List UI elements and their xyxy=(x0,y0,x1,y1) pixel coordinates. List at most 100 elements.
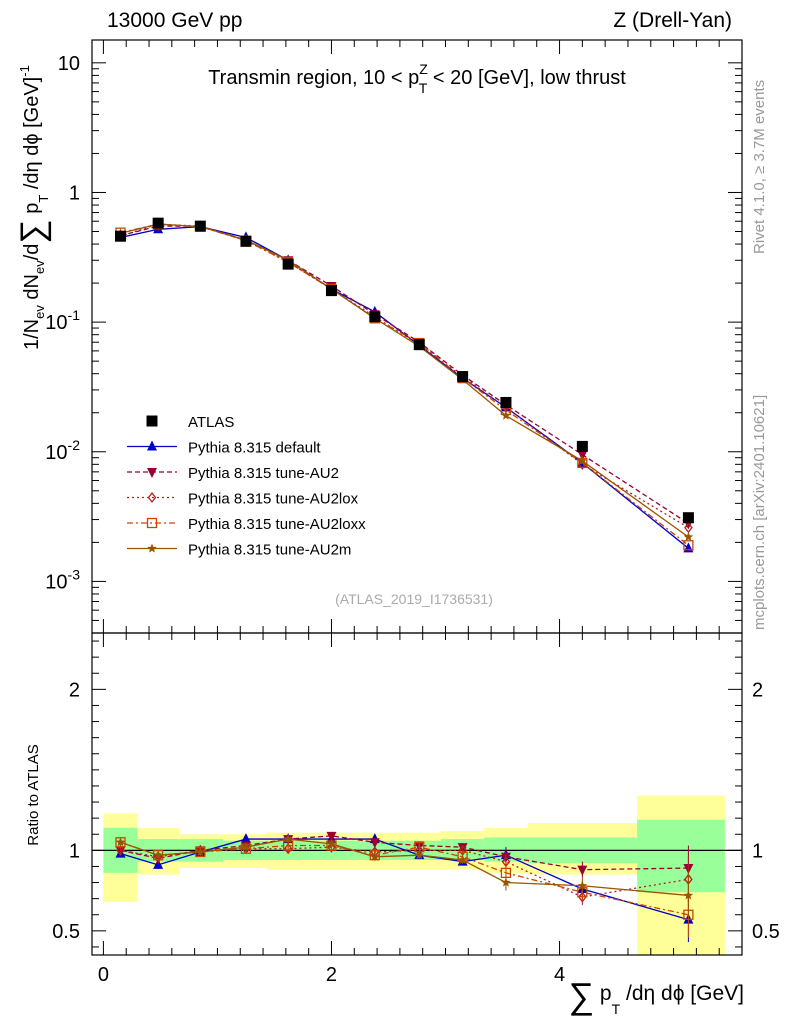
ratio-point xyxy=(414,850,424,860)
ylabel-p4: p xyxy=(21,203,43,220)
ratio-point xyxy=(240,833,251,844)
xtick-label: 2 xyxy=(326,964,337,986)
main-series-line xyxy=(120,223,689,529)
legend-marker-3 xyxy=(147,491,157,504)
xtick-label: 0 xyxy=(98,964,109,986)
ylabel-s1: ev xyxy=(32,305,47,319)
ratio-point xyxy=(370,851,380,861)
ratio-point xyxy=(369,838,380,849)
main-point xyxy=(194,220,206,232)
legend-marker-0 xyxy=(146,415,158,427)
legend-label-3: Pythia 8.315 tune-AU2lox xyxy=(188,491,359,508)
ratio-point xyxy=(501,877,511,887)
ratio-point xyxy=(283,834,293,844)
legend-label-0: ATLAS xyxy=(188,414,234,431)
xtick-label: 4 xyxy=(554,964,565,986)
main-point xyxy=(682,512,694,524)
ratio-panel-frame xyxy=(91,632,743,956)
ratio-point xyxy=(577,865,588,876)
main-ytick-label: 1 xyxy=(69,182,80,204)
main-point xyxy=(115,230,127,242)
ratio-uncertainty-bands xyxy=(103,795,725,955)
ratio-ytick-label-right: 1 xyxy=(752,840,763,862)
ratio-point xyxy=(153,850,163,860)
main-point xyxy=(500,396,512,408)
ylabel-exp: -1 xyxy=(17,65,32,77)
xlabel-p: p xyxy=(594,982,612,1005)
main-series-3 xyxy=(116,218,693,534)
main-ytick-label: 10-3 xyxy=(45,566,80,593)
ratio-point xyxy=(195,847,206,856)
main-series-line xyxy=(120,223,689,538)
legend-marker-2 xyxy=(147,468,157,478)
xlabel-rest: /dη dϕ [GeV] xyxy=(620,982,744,1005)
ylabel-p1: 1/N xyxy=(21,319,43,350)
ratio-ytick-label: 2 xyxy=(69,679,80,701)
main-point xyxy=(683,542,694,553)
band-stat-11 xyxy=(637,819,725,893)
main-point xyxy=(457,371,469,383)
main-title: Transmin region, 10 < pZ T < 20 [GeV], lo… xyxy=(208,61,626,96)
ratio-y-label: Ratio to ATLAS xyxy=(25,744,42,845)
xlabel-sub: T xyxy=(612,1001,621,1017)
mcplots-label: mcplots.cern.ch [arXiv:2401.10621] xyxy=(751,395,768,630)
ratio-point xyxy=(683,890,694,900)
ylabel-p2: dN xyxy=(21,274,43,305)
ratio-x-axis: 0 2 4 xyxy=(98,633,720,986)
analysis-reference-label: (ATLAS_2019_I1736531) xyxy=(335,591,493,607)
main-title-post: < 20 [GeV], low thrust xyxy=(427,67,626,89)
main-point xyxy=(683,540,694,551)
main-point xyxy=(576,440,588,452)
ratio-series-line xyxy=(120,838,689,897)
ratio-series-line xyxy=(120,835,689,871)
main-y-axis: 10-3 10-2 10-1 1 10 xyxy=(45,53,742,634)
main-ytick-label: 10 xyxy=(58,53,80,75)
ratio-point xyxy=(115,837,126,847)
main-point xyxy=(577,455,588,465)
ylabel-s4: T xyxy=(36,195,51,203)
x-axis-label: ∑ pT /dη dϕ [GeV] xyxy=(568,975,744,1017)
legend-label-2: Pythia 8.315 tune-AU2 xyxy=(188,465,339,482)
ratio-point xyxy=(577,880,588,890)
main-point xyxy=(152,217,164,229)
ratio-ytick-label: 1 xyxy=(69,840,80,862)
legend-marker-5 xyxy=(147,543,157,553)
legend: ATLAS Pythia 8.315 default Pythia 8.315 tu… xyxy=(127,414,366,559)
ratio-point xyxy=(578,891,587,903)
main-point xyxy=(683,532,694,542)
ylabel-p3: /d xyxy=(21,244,43,261)
main-series-0 xyxy=(115,217,694,524)
ratio-series-group xyxy=(115,831,694,943)
main-point xyxy=(413,339,425,351)
ratio-ytick-label-right: 2 xyxy=(752,679,763,701)
main-ytick-label: 10-1 xyxy=(45,307,80,334)
main-point xyxy=(577,450,588,461)
ratio-point xyxy=(326,838,337,848)
ylabel-sum: ∑ xyxy=(14,219,52,243)
header-left-label: 13000 GeV pp xyxy=(107,9,242,32)
legend-label-4: Pythia 8.315 tune-AU2loxx xyxy=(188,516,366,533)
ratio-ytick-label-right: 0.5 xyxy=(752,921,780,943)
main-point xyxy=(282,258,294,270)
ratio-point xyxy=(241,842,251,852)
ratio-y-axis: 0.5 0.5 1 1 2 2 xyxy=(52,640,780,948)
main-ytick-label: 10-2 xyxy=(45,437,80,464)
main-point xyxy=(501,410,511,420)
ratio-ytick-label: 0.5 xyxy=(52,921,80,943)
header-right-label: Z (Drell-Yan) xyxy=(613,9,732,32)
ratio-point xyxy=(457,855,468,865)
main-title-sub: T xyxy=(419,80,428,96)
main-point xyxy=(325,285,337,297)
ratio-point xyxy=(116,844,125,856)
main-x-axis xyxy=(102,40,720,633)
ylabel-p5: /dη dϕ [GeV] xyxy=(21,77,43,195)
main-y-label: 1/Nev dNev/d∑ pT /dη dϕ [GeV]-1 xyxy=(14,65,52,350)
legend-marker-1 xyxy=(147,440,157,451)
main-point xyxy=(240,235,252,247)
legend-marker-4 xyxy=(146,517,158,529)
rivet-version-label: Rivet 4.1.0, ≥ 3.7M events xyxy=(751,80,768,254)
ratio-series-4 xyxy=(115,834,694,918)
main-title-pre: Transmin region, 10 < p xyxy=(208,67,419,89)
main-point xyxy=(369,311,381,323)
